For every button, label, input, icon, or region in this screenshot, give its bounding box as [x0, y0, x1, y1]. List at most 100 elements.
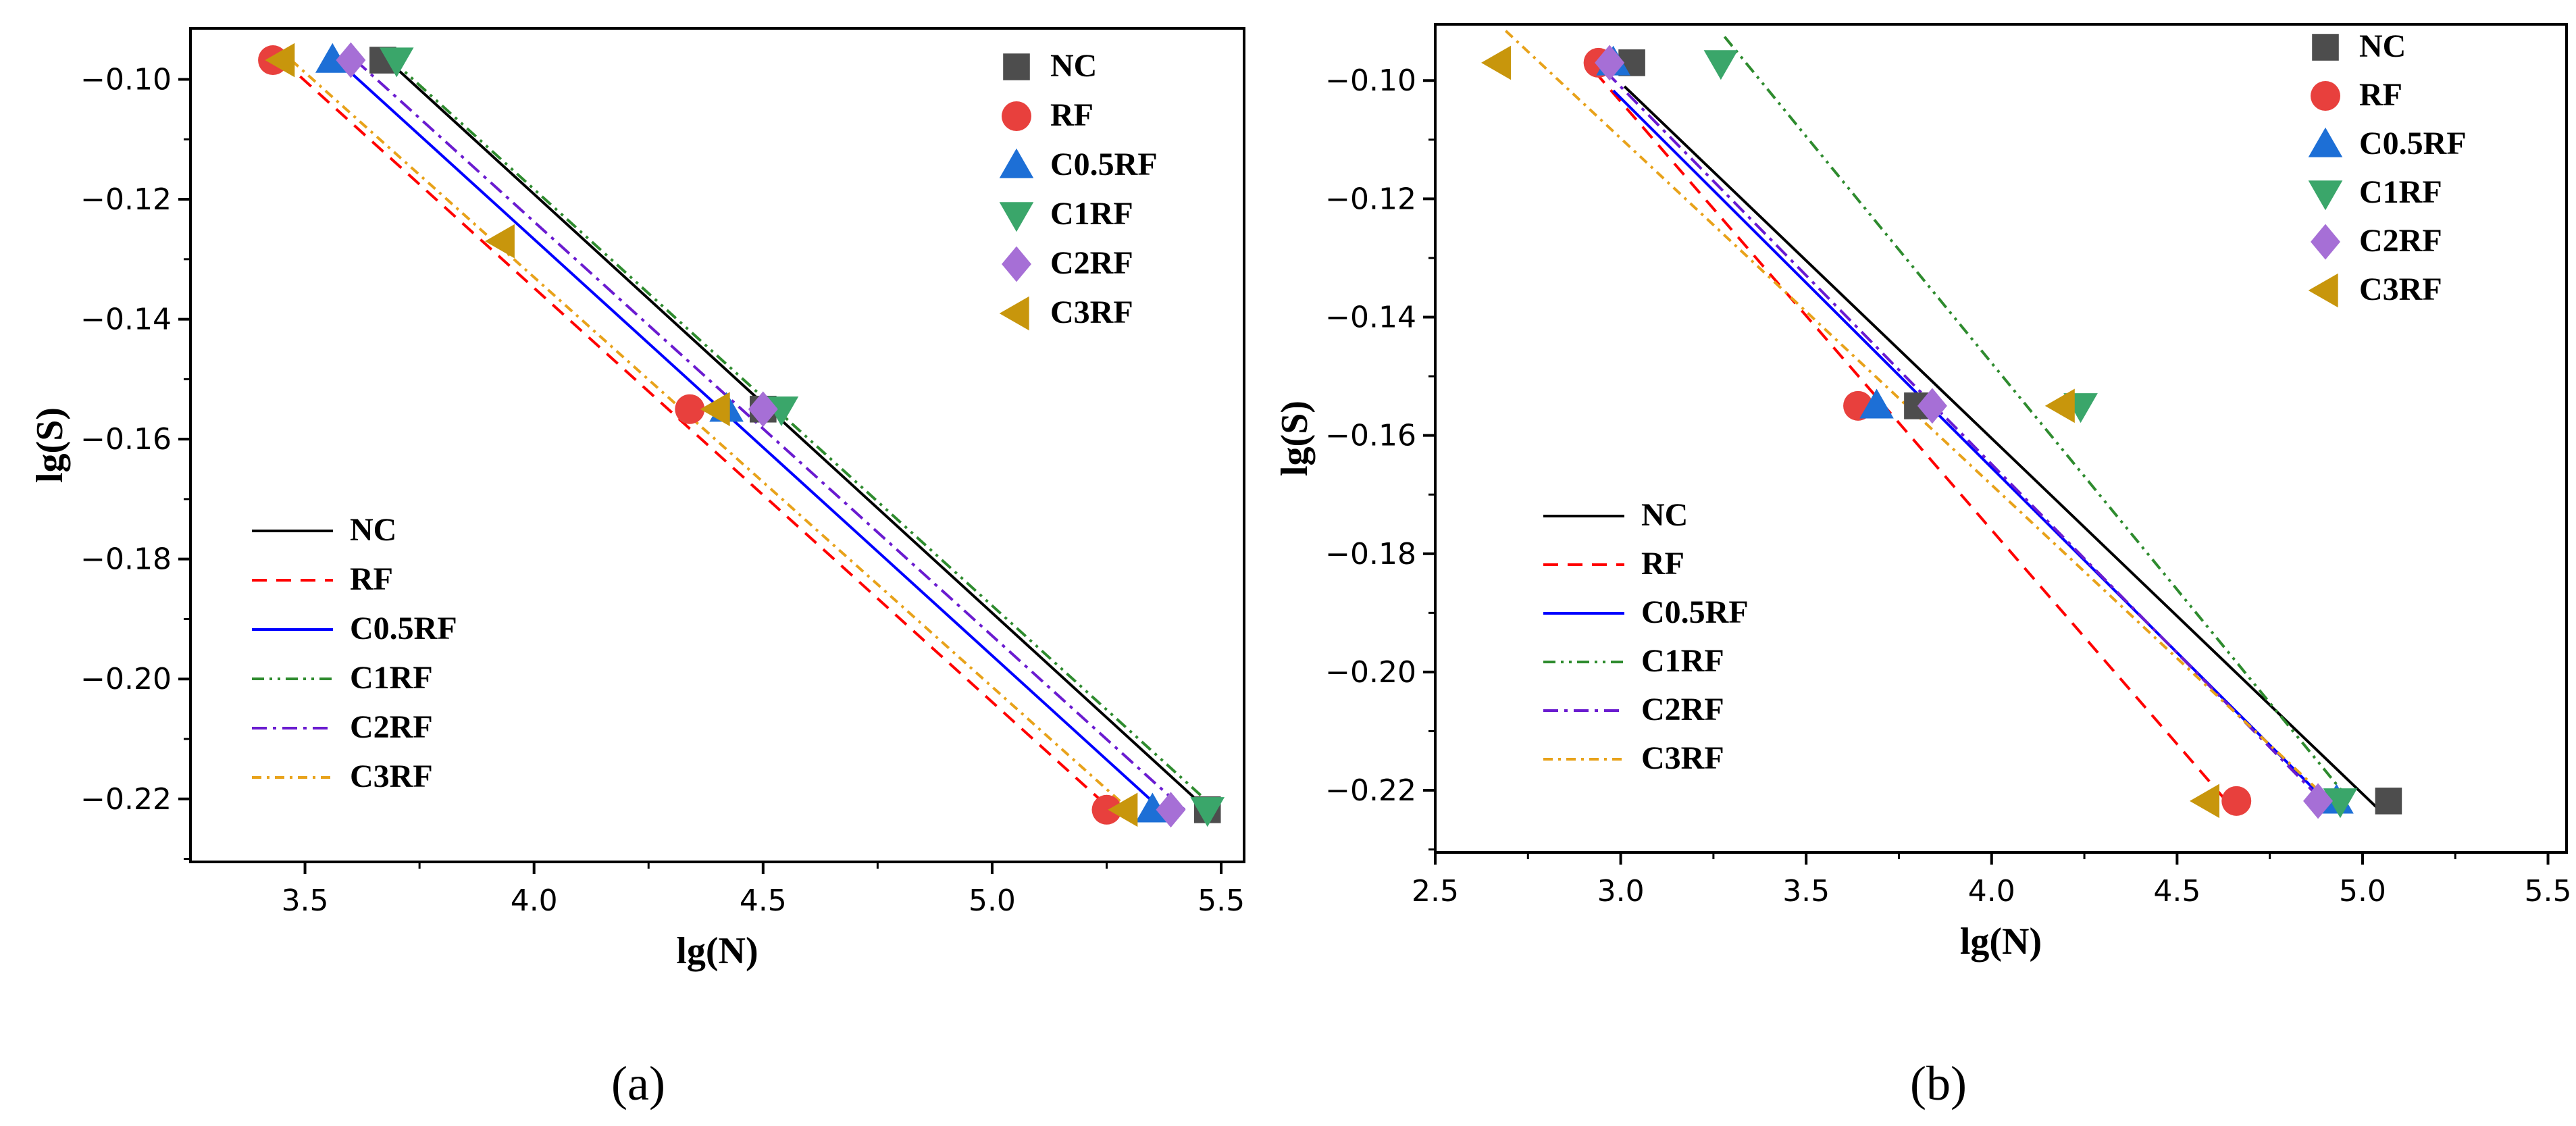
- data-point: [1917, 388, 1947, 424]
- data-point: [2044, 388, 2075, 424]
- legend-marker: [2311, 224, 2340, 260]
- legend-label: NC: [1050, 48, 1097, 84]
- data-point: [748, 391, 778, 428]
- fit-line-nc: [386, 59, 1209, 811]
- plot-frame: [189, 27, 1245, 863]
- fit-line-c3rf: [290, 59, 1131, 811]
- fit-line-c3rf: [1504, 30, 2330, 802]
- legend-marker: [999, 296, 1029, 331]
- legend-label: RF: [1050, 97, 1093, 133]
- marker-legend: NC RF C0.5RF C1RF C2RF C3RF: [999, 48, 1158, 331]
- line-legend-entry: C2RF: [252, 709, 433, 745]
- x-tick-label: 5.0: [2339, 874, 2386, 909]
- y-tick-label: −0.16: [1325, 419, 1416, 453]
- legend-label: RF: [1641, 546, 1684, 582]
- plot-frame: [1434, 23, 2568, 854]
- data-point: [1703, 50, 1738, 80]
- y-tick-label: −0.12: [1325, 182, 1416, 216]
- series-c2rf: [1595, 45, 2334, 819]
- legend-marker: [1002, 101, 1031, 131]
- y-tick-label: −0.14: [1325, 300, 1416, 334]
- legend-label: NC: [350, 512, 396, 548]
- x-tick-label: 5.0: [969, 884, 1016, 918]
- line-legend-entry: RF: [252, 561, 393, 597]
- x-tick-label: 5.5: [2525, 874, 2572, 909]
- x-tick-label: 5.5: [1197, 884, 1245, 918]
- x-axis-title: lg(N): [1960, 921, 2042, 963]
- chart-panel-b: 2.5 3.0 3.5 4.0 4.5 5.0 5.5 −0.10 −0.12 −0.14 −0.1…: [1274, 23, 2572, 1110]
- marker-legend-entry: RF: [2311, 77, 2402, 113]
- y-tick-label: −0.18: [80, 542, 172, 577]
- line-legend-entry: C3RF: [1543, 740, 1724, 776]
- fit-line-c1rf: [1723, 36, 2349, 799]
- marker-legend-entry: C2RF: [2311, 223, 2442, 260]
- fit-lines: [281, 59, 1218, 811]
- fit-lines: [1504, 30, 2382, 813]
- series-nc: [1618, 49, 2402, 815]
- line-legend-entry: C3RF: [252, 759, 433, 794]
- series-c3rf: [265, 43, 1138, 827]
- panel-label: (a): [611, 1056, 665, 1110]
- line-legend-entry: C1RF: [252, 660, 433, 696]
- marker-legend-entry: RF: [1002, 97, 1093, 133]
- fit-line-c05rf: [336, 59, 1163, 811]
- legend-marker: [1003, 53, 1030, 80]
- legend-label: C2RF: [2359, 223, 2442, 259]
- data-point: [1595, 45, 1625, 81]
- series-rf: [258, 45, 1122, 825]
- legend-label: C1RF: [1050, 196, 1133, 232]
- legend-label: NC: [1641, 497, 1688, 533]
- data-point: [484, 224, 515, 259]
- data-point: [379, 47, 414, 78]
- marker-legend-entry: NC: [2312, 28, 2406, 64]
- fit-line-rf: [281, 59, 1112, 811]
- chart-panel-a: 3.5 4.0 4.5 5.0 5.5 −0.10 −0.12 −0.14 −0.16 −0.18…: [29, 27, 1245, 1110]
- legend-label: C3RF: [2359, 272, 2442, 307]
- data-point: [265, 43, 295, 78]
- legend-label: C0.5RF: [2359, 126, 2467, 161]
- marker-legend-entry: C3RF: [999, 295, 1133, 331]
- legend-label: RF: [350, 561, 393, 597]
- data-point: [2375, 788, 2402, 815]
- data-point: [1108, 792, 1138, 827]
- fit-line-c05rf: [1612, 89, 2338, 813]
- legend-marker: [999, 148, 1034, 178]
- legend-label: NC: [2359, 28, 2406, 64]
- series-c05rf: [315, 43, 1170, 823]
- line-legend-entry: C2RF: [1543, 692, 1724, 727]
- line-legend-entry: NC: [1543, 497, 1688, 533]
- data-point: [1156, 792, 1186, 828]
- series-c1rf: [1703, 50, 2358, 819]
- data-point: [2189, 784, 2219, 819]
- x-tick-label: 4.5: [740, 884, 787, 918]
- fit-line-rf: [1593, 70, 2227, 801]
- legend-label: C1RF: [350, 660, 433, 696]
- legend-label: C2RF: [1641, 692, 1724, 727]
- series-c2rf: [336, 42, 1186, 828]
- y-tick-label: −0.12: [80, 182, 172, 217]
- fit-line-c2rf: [1605, 70, 2327, 805]
- legend-marker: [2308, 180, 2343, 211]
- y-tick-label: −0.10: [80, 62, 172, 97]
- line-legend-entry: NC: [252, 512, 396, 548]
- data-point: [1481, 45, 1512, 80]
- legend-marker: [1002, 246, 1031, 282]
- x-tick-label: 3.0: [1597, 874, 1645, 909]
- legend-marker: [2308, 273, 2338, 308]
- marker-legend-entry: C0.5RF: [999, 147, 1158, 182]
- marker-legend-entry: NC: [1003, 48, 1097, 84]
- legend-marker: [2312, 34, 2339, 61]
- y-tick-label: −0.18: [1325, 537, 1416, 571]
- line-legend-entry: C0.5RF: [1543, 594, 1749, 630]
- data-point: [2303, 783, 2334, 819]
- y-tick-label: −0.14: [80, 303, 172, 337]
- x-tick-label: 3.5: [1782, 874, 1830, 909]
- legend-label: C1RF: [2359, 174, 2442, 210]
- marker-legend-entry: C1RF: [2308, 174, 2442, 211]
- line-legend-entry: RF: [1543, 546, 1684, 582]
- fit-line-nc: [1623, 85, 2382, 813]
- x-tick-label: 4.5: [2153, 874, 2200, 909]
- legend-label: RF: [2359, 77, 2402, 113]
- line-legend: NC RF C0.5RF C1RF C2RF C3RF: [1543, 497, 1749, 776]
